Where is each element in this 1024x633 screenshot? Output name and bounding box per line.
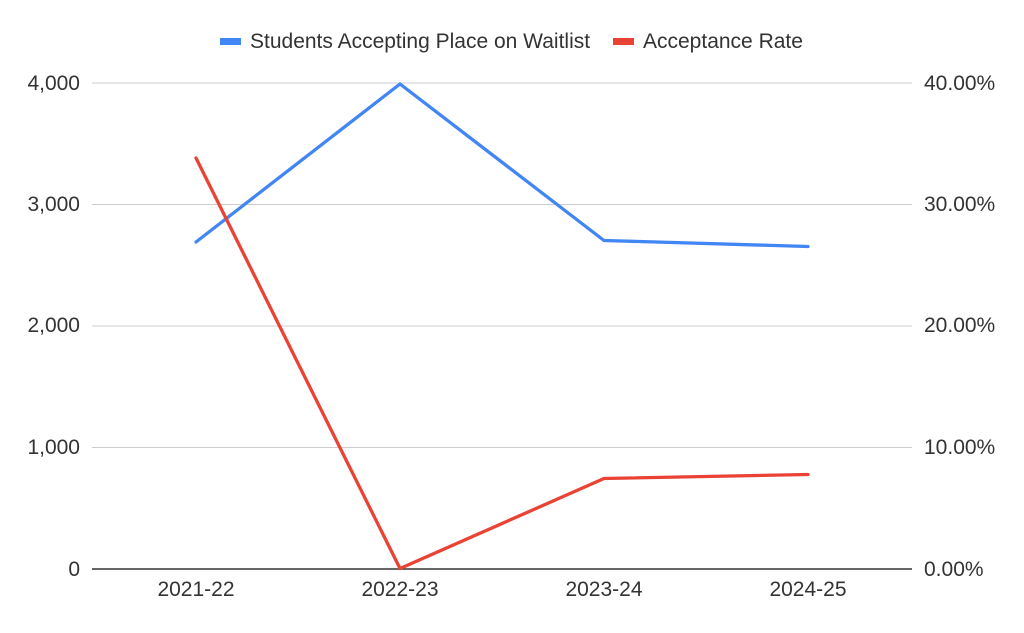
svg-text:Students Accepting Place on Wa: Students Accepting Place on Waitlist — [250, 30, 590, 53]
svg-text:30.00%: 30.00% — [924, 193, 995, 216]
svg-text:2022-23: 2022-23 — [361, 578, 438, 601]
svg-text:20.00%: 20.00% — [924, 314, 995, 337]
svg-text:10.00%: 10.00% — [924, 436, 995, 459]
svg-text:2024-25: 2024-25 — [769, 578, 846, 601]
svg-text:40.00%: 40.00% — [924, 72, 995, 95]
svg-text:2023-24: 2023-24 — [565, 578, 642, 601]
svg-text:3,000: 3,000 — [27, 193, 80, 216]
svg-text:2021-22: 2021-22 — [157, 578, 234, 601]
svg-text:2,000: 2,000 — [27, 314, 80, 337]
svg-text:Acceptance Rate: Acceptance Rate — [643, 30, 803, 53]
svg-text:0.00%: 0.00% — [924, 558, 984, 581]
svg-text:4,000: 4,000 — [27, 72, 80, 95]
svg-text:0: 0 — [68, 558, 80, 581]
svg-text:1,000: 1,000 — [27, 436, 80, 459]
